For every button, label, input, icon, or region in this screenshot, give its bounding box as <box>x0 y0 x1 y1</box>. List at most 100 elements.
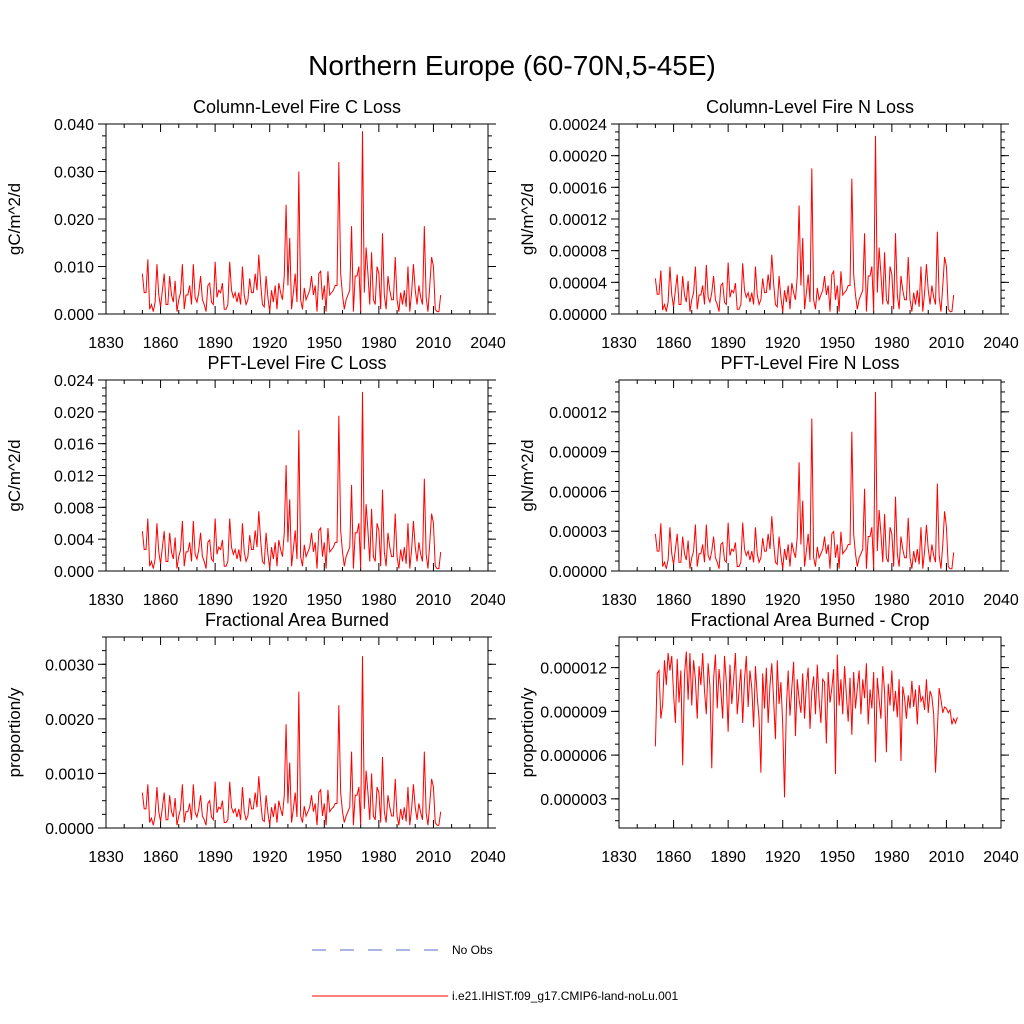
chart-title: PFT-Level Fire N Loss <box>720 353 899 373</box>
x-tick-label: 1920 <box>252 849 288 866</box>
y-tick-label: 0.0010 <box>45 766 94 783</box>
x-tick-label: 1860 <box>143 335 179 352</box>
chart-title: Column-Level Fire N Loss <box>706 97 914 117</box>
chart-panel-1: Column-Level Fire C Loss 1830 1860 1890 1920… <box>5 97 506 352</box>
series-line-1 <box>654 135 955 313</box>
x-tick-label: 2010 <box>416 849 452 866</box>
x-tick-label: 1860 <box>143 592 179 609</box>
x-tick-label: 1830 <box>601 335 637 352</box>
x-tick-label: 2010 <box>929 592 965 609</box>
y-tick-label: 0.0000 <box>45 821 94 838</box>
y-tick-label: 0.00016 <box>549 180 607 197</box>
y-axis-label: gC/m^2/d <box>5 183 24 255</box>
x-tick-label: 1950 <box>306 335 342 352</box>
x-tick-label: 1860 <box>656 592 692 609</box>
y-tick-label: 0.024 <box>54 373 94 390</box>
y-tick-label: 0.030 <box>54 165 94 182</box>
y-axis-label: gN/m^2/d <box>518 183 537 255</box>
chart-title: Fractional Area Burned <box>205 610 389 630</box>
series-line-1 <box>141 656 442 826</box>
x-tick-label: 1890 <box>197 592 233 609</box>
x-tick-label: 2010 <box>929 335 965 352</box>
x-tick-label: 1860 <box>656 335 692 352</box>
plot-frame <box>618 379 1002 572</box>
x-tick-label: 1950 <box>306 592 342 609</box>
chart-title: Fractional Area Burned - Crop <box>690 610 929 630</box>
x-tick-label: 2040 <box>470 849 506 866</box>
x-tick-label: 2010 <box>929 849 965 866</box>
x-tick-label: 1920 <box>765 335 801 352</box>
x-tick-label: 1950 <box>819 335 855 352</box>
series-line-1 <box>141 131 442 313</box>
y-tick-label: 0.00000 <box>549 564 607 581</box>
y-axis-label: proportion/y <box>5 687 24 777</box>
y-tick-label: 0.000012 <box>540 661 607 678</box>
x-tick-label: 1830 <box>601 849 637 866</box>
x-tick-label: 1920 <box>252 592 288 609</box>
x-tick-label: 1920 <box>252 335 288 352</box>
legend: No Obs i.e21.IHIST.f09_g17.CMIP6-land-no… <box>312 943 678 1003</box>
y-tick-label: 0.008 <box>54 500 94 517</box>
y-tick-label: 0.000 <box>54 564 94 581</box>
x-tick-label: 1830 <box>88 335 124 352</box>
x-tick-label: 1860 <box>143 849 179 866</box>
y-tick-label: 0.000 <box>54 307 94 324</box>
chart-title: PFT-Level Fire C Loss <box>207 353 386 373</box>
x-tick-label: 1980 <box>361 849 397 866</box>
legend-label-no-obs: No Obs <box>452 943 493 957</box>
x-tick-label: 1950 <box>819 592 855 609</box>
x-tick-label: 1980 <box>874 592 910 609</box>
chart-panel-6: Fractional Area Burned - Crop 1830 1860 189… <box>518 610 1019 866</box>
y-tick-label: 0.020 <box>54 212 94 229</box>
x-tick-label: 1920 <box>765 849 801 866</box>
y-tick-label: 0.00003 <box>549 524 607 541</box>
y-tick-label: 0.0020 <box>45 712 94 729</box>
y-tick-label: 0.0030 <box>45 657 94 674</box>
y-tick-label: 0.012 <box>54 469 94 486</box>
y-tick-label: 0.000006 <box>540 748 607 765</box>
y-tick-label: 0.00020 <box>549 149 607 166</box>
y-tick-label: 0.000003 <box>540 792 607 809</box>
y-tick-label: 0.000009 <box>540 704 607 721</box>
x-tick-label: 1950 <box>306 849 342 866</box>
x-tick-label: 2040 <box>983 849 1019 866</box>
x-tick-label: 1890 <box>710 335 746 352</box>
x-tick-label: 2040 <box>470 335 506 352</box>
x-tick-label: 2040 <box>983 335 1019 352</box>
y-tick-label: 0.00004 <box>549 275 607 292</box>
y-tick-label: 0.00006 <box>549 484 607 501</box>
series-line-1 <box>654 391 955 570</box>
x-tick-label: 1980 <box>361 592 397 609</box>
chart-panel-4: PFT-Level Fire N Loss 1830 1860 1890 1920 195… <box>518 353 1019 609</box>
x-tick-label: 2010 <box>416 335 452 352</box>
y-tick-label: 0.010 <box>54 260 94 277</box>
x-tick-label: 2040 <box>470 592 506 609</box>
y-tick-label: 0.00008 <box>549 244 607 261</box>
chart-panel-2: Column-Level Fire N Loss 1830 1860 1890 1920… <box>518 97 1019 352</box>
x-tick-label: 1890 <box>710 849 746 866</box>
y-axis-label: gN/m^2/d <box>518 439 537 511</box>
panels-container: Column-Level Fire C Loss 1830 1860 1890 1920… <box>5 97 1019 866</box>
x-tick-label: 1980 <box>361 335 397 352</box>
x-tick-label: 1860 <box>656 849 692 866</box>
x-tick-label: 2010 <box>416 592 452 609</box>
chart-panel-3: PFT-Level Fire C Loss 1830 1860 1890 1920 195… <box>5 353 506 609</box>
y-tick-label: 0.00012 <box>549 212 607 229</box>
y-tick-label: 0.00009 <box>549 445 607 462</box>
y-tick-label: 0.016 <box>54 437 94 454</box>
y-axis-label: proportion/y <box>518 687 537 777</box>
chart-title: Column-Level Fire C Loss <box>193 97 401 117</box>
legend-entry-no-obs: No Obs <box>312 943 493 957</box>
y-tick-label: 0.00012 <box>549 405 607 422</box>
x-tick-label: 1920 <box>765 592 801 609</box>
y-tick-label: 0.00000 <box>549 307 607 324</box>
x-tick-label: 1830 <box>88 849 124 866</box>
x-tick-label: 1980 <box>874 849 910 866</box>
x-tick-label: 2040 <box>983 592 1019 609</box>
x-tick-label: 1890 <box>197 335 233 352</box>
y-tick-label: 0.020 <box>54 405 94 422</box>
y-tick-label: 0.040 <box>54 117 94 134</box>
legend-label-model: i.e21.IHIST.f09_g17.CMIP6-land-noLu.001 <box>452 989 678 1003</box>
